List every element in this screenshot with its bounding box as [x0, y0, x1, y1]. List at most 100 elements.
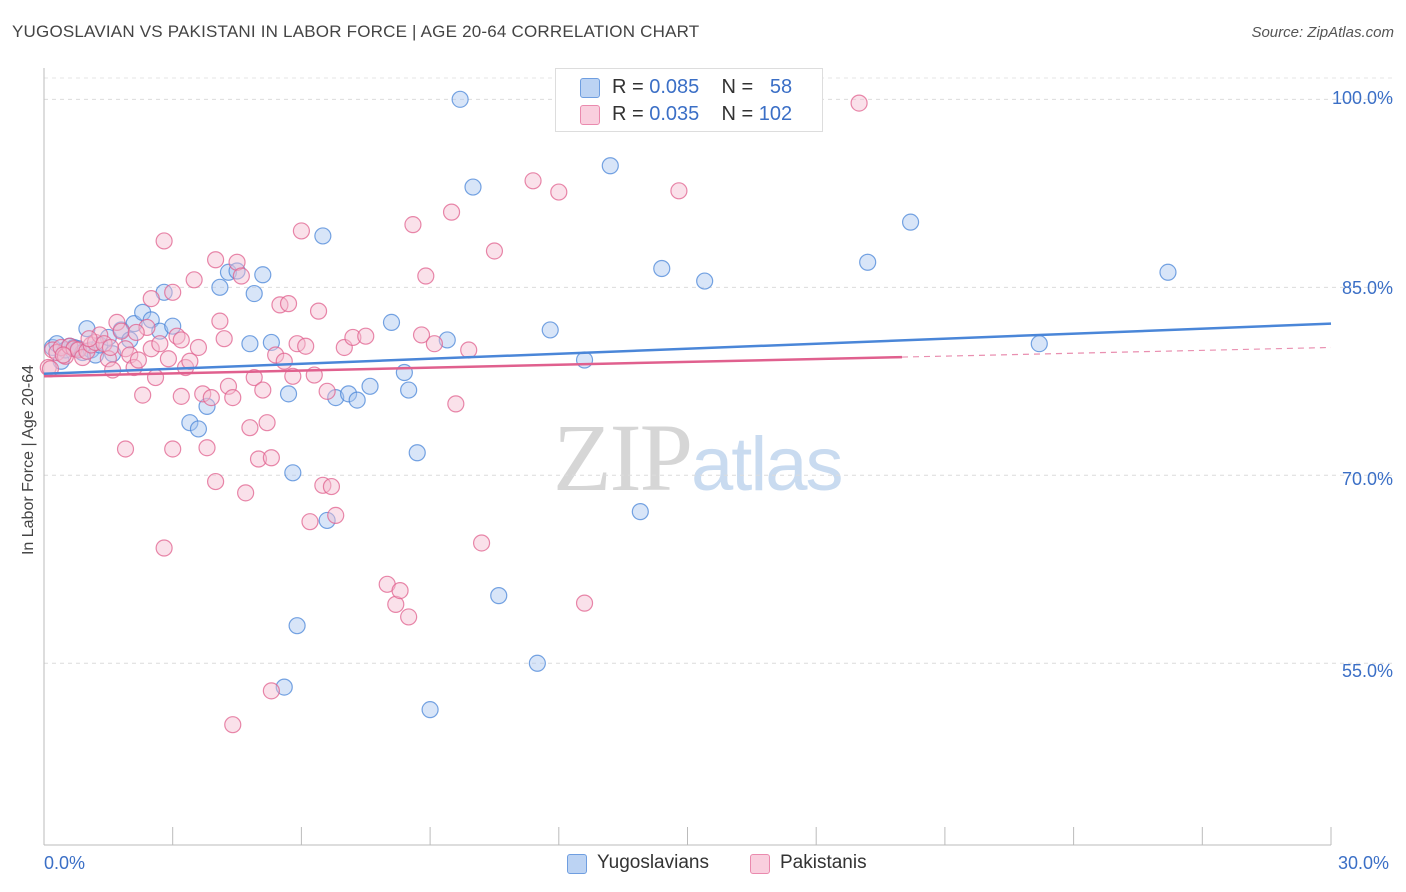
point-pakistanis: [155, 232, 173, 250]
point-pakistanis: [297, 337, 315, 355]
point-yugoslavians: [528, 654, 546, 672]
point-pakistanis: [151, 335, 169, 353]
point-yugoslavians: [541, 321, 559, 339]
r-label: R =: [612, 103, 644, 125]
point-pakistanis: [189, 338, 208, 357]
point-pakistanis: [146, 368, 165, 387]
point-yugoslavians: [631, 503, 649, 521]
point-pakistanis: [460, 341, 478, 359]
point-yugoslavians: [382, 313, 401, 332]
point-pakistanis: [267, 346, 285, 364]
y-tick-label: 70.0%: [1341, 469, 1393, 489]
y-tick-label: 85.0%: [1341, 278, 1393, 298]
point-pakistanis: [387, 595, 405, 613]
point-yugoslavians: [86, 346, 105, 364]
point-yugoslavians: [288, 617, 306, 635]
point-pakistanis: [91, 326, 109, 344]
point-pakistanis: [301, 513, 319, 531]
point-pakistanis: [142, 289, 160, 308]
point-pakistanis: [292, 222, 310, 240]
source-credit: Source: ZipAtlas.com: [1251, 24, 1394, 41]
point-pakistanis: [404, 216, 422, 234]
point-pakistanis: [524, 172, 542, 190]
point-pakistanis: [215, 330, 233, 348]
point-yugoslavians: [189, 420, 208, 438]
point-yugoslavians: [1030, 335, 1048, 353]
point-yugoslavians: [400, 381, 418, 399]
n-value: 102: [758, 103, 793, 125]
point-pakistanis: [228, 253, 246, 271]
point-pakistanis: [116, 440, 135, 458]
point-pakistanis: [138, 318, 156, 337]
watermark: ZIPatlas: [553, 402, 844, 513]
point-pakistanis: [322, 477, 341, 496]
point-pakistanis: [142, 340, 160, 358]
point-pakistanis: [271, 296, 289, 314]
r-value: 0.035: [649, 103, 700, 125]
point-pakistanis: [575, 594, 594, 612]
point-pakistanis: [127, 323, 145, 342]
point-yugoslavians: [490, 587, 508, 605]
watermark-zip: ZIP: [553, 404, 693, 511]
x-min-label: 0.0%: [44, 853, 86, 873]
point-yugoslavians: [279, 385, 298, 403]
trend-line-pakistanis-extension: [901, 346, 1332, 358]
series-legend: Yugoslavians Pakistanis: [0, 852, 1406, 878]
point-pakistanis: [112, 322, 130, 340]
point-pakistanis: [249, 450, 268, 468]
legend-swatch-blue: [580, 78, 600, 98]
point-pakistanis: [164, 440, 182, 458]
point-pakistanis: [262, 682, 280, 700]
point-yugoslavians: [211, 278, 229, 296]
point-pakistanis: [344, 328, 362, 347]
point-pakistanis: [279, 295, 298, 313]
point-pakistanis: [262, 449, 280, 467]
point-pakistanis: [254, 381, 272, 399]
point-pakistanis: [164, 283, 182, 301]
point-yugoslavians: [464, 178, 482, 196]
point-yugoslavians: [327, 388, 345, 407]
point-yugoslavians: [245, 284, 263, 303]
point-pakistanis: [207, 472, 225, 491]
r-label: R =: [612, 76, 644, 98]
point-pakistanis: [241, 419, 259, 437]
point-yugoslavians: [275, 678, 293, 696]
point-pakistanis: [219, 377, 238, 395]
point-pakistanis: [472, 534, 491, 552]
n-label: N =: [721, 76, 754, 98]
point-yugoslavians: [696, 272, 714, 290]
point-pakistanis: [207, 251, 225, 269]
point-pakistanis: [155, 539, 173, 557]
point-pakistanis: [850, 94, 868, 112]
point-pakistanis: [134, 386, 152, 404]
point-yugoslavians: [451, 90, 469, 108]
point-pakistanis: [211, 312, 229, 330]
x-max-label: 30.0%: [1338, 853, 1390, 873]
point-pakistanis: [172, 387, 190, 405]
point-yugoslavians: [314, 227, 332, 245]
point-yugoslavians: [348, 391, 366, 409]
point-pakistanis: [550, 183, 568, 201]
point-pakistanis: [327, 506, 345, 525]
chart-title: YUGOSLAVIAN VS PAKISTANI IN LABOR FORCE …: [12, 22, 700, 41]
point-pakistanis: [284, 367, 302, 385]
point-pakistanis: [101, 338, 120, 357]
point-yugoslavians: [421, 701, 439, 719]
point-pakistanis: [447, 395, 465, 413]
point-pakistanis: [172, 331, 190, 349]
point-pakistanis: [258, 414, 276, 432]
n-value: 58: [769, 76, 793, 98]
point-yugoslavians: [318, 511, 336, 530]
point-pakistanis: [275, 352, 293, 370]
point-pakistanis: [400, 608, 418, 626]
y-axis-label: In Labor Force | Age 20-64: [20, 364, 37, 556]
y-tick-label: 100.0%: [1331, 88, 1393, 108]
point-pakistanis: [198, 439, 216, 457]
point-yugoslavians: [575, 351, 594, 369]
point-pakistanis: [129, 351, 147, 369]
legend-label: Pakistanis: [780, 852, 867, 873]
point-yugoslavians: [164, 317, 182, 335]
point-pakistanis: [670, 182, 688, 200]
point-pakistanis: [237, 484, 255, 502]
